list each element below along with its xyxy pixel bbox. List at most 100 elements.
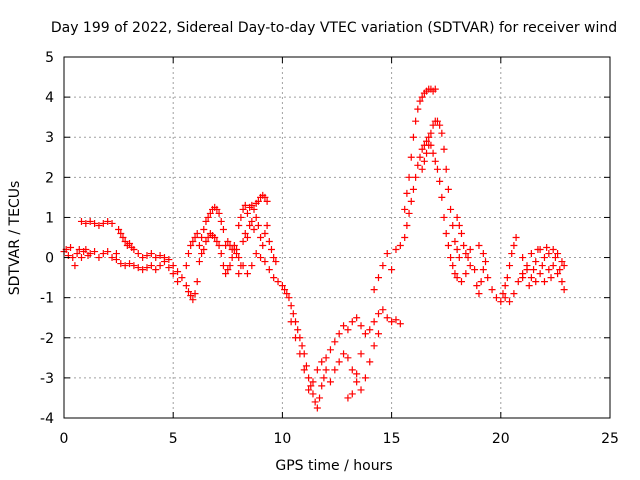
data-point: [254, 221, 262, 229]
data-point: [99, 250, 107, 258]
data-point: [169, 262, 177, 270]
data-point: [379, 306, 387, 314]
data-point: [482, 258, 490, 266]
data-point: [270, 254, 278, 262]
data-point: [412, 173, 420, 181]
data-point: [257, 254, 265, 262]
data-point: [442, 165, 450, 173]
data-point: [453, 246, 461, 254]
data-point: [331, 366, 339, 374]
data-point: [298, 342, 306, 350]
y-tick-label: -1: [40, 291, 54, 307]
data-point: [265, 266, 273, 274]
data-point: [466, 262, 474, 270]
data-point: [392, 316, 400, 324]
data-point: [86, 217, 94, 225]
data-point: [547, 274, 555, 282]
data-point: [433, 165, 441, 173]
data-point: [444, 185, 452, 193]
data-point: [503, 274, 511, 282]
data-point: [519, 254, 527, 262]
data-point: [519, 274, 527, 282]
data-point: [457, 229, 465, 237]
data-point: [484, 274, 492, 282]
data-point: [403, 189, 411, 197]
data-point: [252, 213, 260, 221]
data-point: [353, 314, 361, 322]
data-point: [235, 254, 243, 262]
data-point: [254, 197, 262, 205]
data-point: [230, 242, 238, 250]
data-point: [383, 314, 391, 322]
x-axis-label: GPS time / hours: [275, 458, 392, 474]
data-point: [416, 97, 424, 105]
data-point: [506, 262, 514, 270]
data-point: [283, 290, 291, 298]
data-point: [449, 262, 457, 270]
data-point: [215, 242, 223, 250]
data-point: [75, 246, 83, 254]
data-point: [418, 93, 426, 101]
data-point: [407, 153, 415, 161]
data-point: [289, 310, 297, 318]
data-point: [237, 213, 245, 221]
data-point: [252, 250, 260, 258]
data-point: [525, 282, 533, 290]
data-point: [436, 121, 444, 129]
data-point: [130, 262, 138, 270]
data-point: [353, 378, 361, 386]
data-point: [165, 256, 173, 264]
data-point: [91, 219, 99, 227]
chart-title: Day 199 of 2022, Sidereal Day-to-day VTE…: [51, 20, 617, 36]
data-point: [457, 278, 465, 286]
data-point: [403, 221, 411, 229]
data-point: [388, 318, 396, 326]
data-point: [117, 260, 125, 268]
data-point: [143, 252, 151, 260]
data-point: [344, 326, 352, 334]
data-point: [396, 320, 404, 328]
y-axis-label: SDTVAR / TECUs: [7, 181, 23, 296]
data-point: [239, 205, 247, 213]
data-point: [501, 282, 509, 290]
data-point: [204, 213, 212, 221]
data-point: [263, 221, 271, 229]
data-point: [344, 354, 352, 362]
data-point: [414, 105, 422, 113]
data-point: [523, 262, 531, 270]
data-point: [126, 260, 134, 268]
data-point: [235, 270, 243, 278]
data-point: [193, 229, 201, 237]
data-point: [479, 250, 487, 258]
data-point: [121, 262, 129, 270]
data-point: [99, 219, 107, 227]
data-point: [471, 266, 479, 274]
data-point: [335, 358, 343, 366]
data-point: [213, 238, 221, 246]
data-point: [374, 310, 382, 318]
data-point: [112, 250, 120, 258]
data-point: [475, 290, 483, 298]
data-point: [438, 129, 446, 137]
data-point: [112, 256, 120, 264]
x-tick-label: 20: [492, 431, 510, 447]
data-point: [466, 246, 474, 254]
data-point: [195, 242, 203, 250]
data-point: [117, 229, 125, 237]
data-point: [412, 117, 420, 125]
data-point: [331, 338, 339, 346]
data-point: [143, 264, 151, 272]
data-point: [311, 398, 319, 406]
data-point: [241, 201, 249, 209]
data-point: [305, 374, 313, 382]
data-point: [202, 217, 210, 225]
data-point: [545, 250, 553, 258]
data-point: [451, 238, 459, 246]
data-point: [226, 262, 234, 270]
data-point: [73, 250, 81, 258]
data-point: [302, 362, 310, 370]
plot-frame: [63, 56, 611, 419]
data-point: [241, 229, 249, 237]
data-point: [431, 157, 439, 165]
data-point: [560, 286, 568, 294]
